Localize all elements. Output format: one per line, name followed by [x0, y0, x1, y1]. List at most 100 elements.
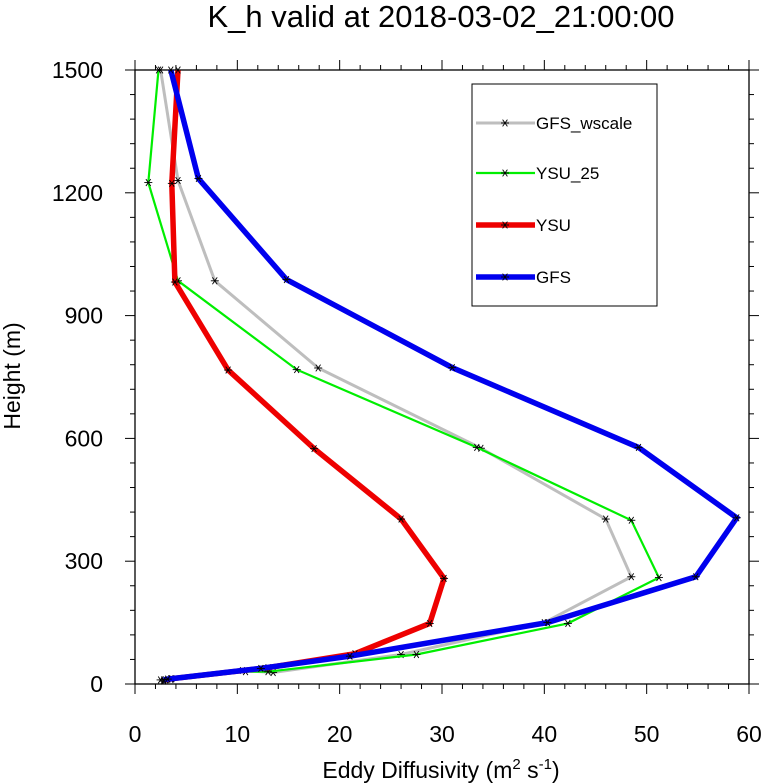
data-point-ysu-25	[472, 443, 481, 452]
legend-item-ysu-25: YSU_25	[476, 164, 599, 183]
series-ysu	[161, 66, 449, 684]
marker-stroke	[315, 364, 321, 372]
marker-stroke	[693, 573, 699, 581]
series-line-gfs	[163, 69, 741, 683]
data-point-ysu-25	[627, 516, 636, 524]
legend-item-gfs-wscale: GFS_wscale	[476, 114, 632, 133]
x-axis-label-sup2: -1	[539, 756, 552, 773]
x-tick-label: 10	[225, 721, 251, 747]
y-tick-label: 900	[65, 303, 103, 329]
marker-stroke	[225, 366, 231, 374]
data-point-ysu-25	[292, 365, 301, 374]
marker-stroke	[155, 66, 162, 74]
marker-stroke	[168, 66, 174, 74]
chart-title: K_h valid at 2018-03-02_21:00:00	[207, 0, 674, 34]
data-point-gfs	[543, 618, 552, 627]
legend-label-gfs-wscale: GFS_wscale	[536, 114, 632, 133]
legend-box	[471, 83, 658, 307]
marker-stroke	[628, 573, 635, 581]
data-point-ysu-25	[563, 619, 572, 628]
legend: GFS_wscale YSU_25 YSU GFS	[471, 83, 658, 307]
y-tick-label: 1500	[52, 57, 103, 83]
data-point-gfs-wscale	[210, 277, 219, 285]
series-layer	[144, 66, 741, 685]
marker-stroke	[628, 516, 635, 524]
data-point-gfs-wscale	[173, 176, 182, 185]
legend-marker-gfs-wscale	[501, 119, 509, 127]
data-point-ysu	[440, 574, 449, 583]
data-point-gfs	[163, 675, 172, 683]
series-line-ysu	[165, 69, 448, 683]
marker-stroke	[502, 169, 508, 177]
marker-stroke	[175, 66, 181, 74]
marker-stroke	[311, 444, 317, 453]
data-point-ysu	[224, 366, 233, 374]
marker-stroke	[398, 515, 404, 523]
marker-stroke	[413, 650, 420, 659]
legend-label-ysu-25: YSU_25	[536, 164, 599, 183]
marker-stroke	[160, 676, 167, 684]
data-point-gfs	[194, 174, 203, 183]
data-point-ysu	[310, 444, 319, 453]
marker-stroke	[602, 515, 609, 523]
x-tick-label: 0	[129, 721, 142, 747]
y-tick-label: 600	[65, 425, 103, 451]
legend-label-gfs: GFS	[536, 268, 571, 287]
legend-label-ysu: YSU	[536, 216, 571, 235]
x-axis-label-sup1: 2	[512, 756, 520, 773]
marker-stroke	[502, 273, 508, 281]
legend-item-ysu: YSU	[476, 216, 571, 235]
x-tick-label: 40	[532, 721, 558, 747]
data-point-ysu	[397, 515, 406, 523]
data-point-ysu	[425, 619, 434, 628]
marker-stroke	[169, 179, 175, 188]
marker-stroke	[733, 514, 740, 522]
marker-stroke	[172, 278, 178, 286]
marker-stroke	[565, 619, 571, 628]
marker-stroke	[474, 443, 480, 452]
marker-stroke	[145, 178, 152, 187]
marker-stroke	[426, 619, 433, 628]
marker-stroke	[164, 675, 171, 683]
marker-stroke	[212, 277, 218, 285]
series-gfs	[159, 66, 741, 684]
marker-stroke	[502, 119, 508, 127]
y-tick-label: 1200	[52, 180, 103, 206]
legend-marker-ysu-25	[501, 169, 509, 177]
marker-stroke	[544, 618, 551, 627]
data-point-gfs	[732, 514, 741, 522]
y-tick-label: 300	[65, 548, 103, 574]
legend-marker-gfs	[501, 273, 509, 281]
marker-stroke	[347, 652, 353, 660]
data-point-ysu	[167, 179, 176, 188]
marker-stroke	[635, 443, 642, 452]
marker-stroke	[441, 574, 447, 583]
data-point-gfs	[256, 664, 265, 673]
x-tick-label: 50	[634, 721, 660, 747]
data-point-ysu-25	[412, 650, 421, 659]
marker-stroke	[283, 275, 290, 284]
data-point-ysu-25	[654, 573, 663, 582]
data-point-gfs	[345, 652, 354, 660]
x-tick-label: 30	[429, 721, 455, 747]
data-point-ysu	[173, 66, 182, 74]
legend-item-gfs: GFS	[476, 268, 571, 287]
legend-marker-ysu	[501, 221, 509, 229]
y-axis-label: Height (m)	[0, 322, 25, 429]
data-point-gfs-wscale	[627, 573, 636, 581]
data-point-gfs	[282, 275, 291, 284]
data-point-gfs	[691, 573, 700, 581]
data-point-ysu-25	[154, 66, 163, 74]
x-axis-label: Eddy Diffusivity (m2 s-1)	[322, 756, 559, 783]
data-point-gfs	[448, 363, 457, 372]
marker-stroke	[656, 573, 662, 582]
marker-stroke	[195, 174, 202, 183]
marker-stroke	[258, 664, 264, 673]
x-tick-label: 60	[736, 721, 762, 747]
data-point-gfs-wscale	[601, 515, 610, 523]
marker-stroke	[449, 363, 456, 372]
data-point-gfs	[634, 443, 643, 452]
x-tick-label: 20	[327, 721, 353, 747]
